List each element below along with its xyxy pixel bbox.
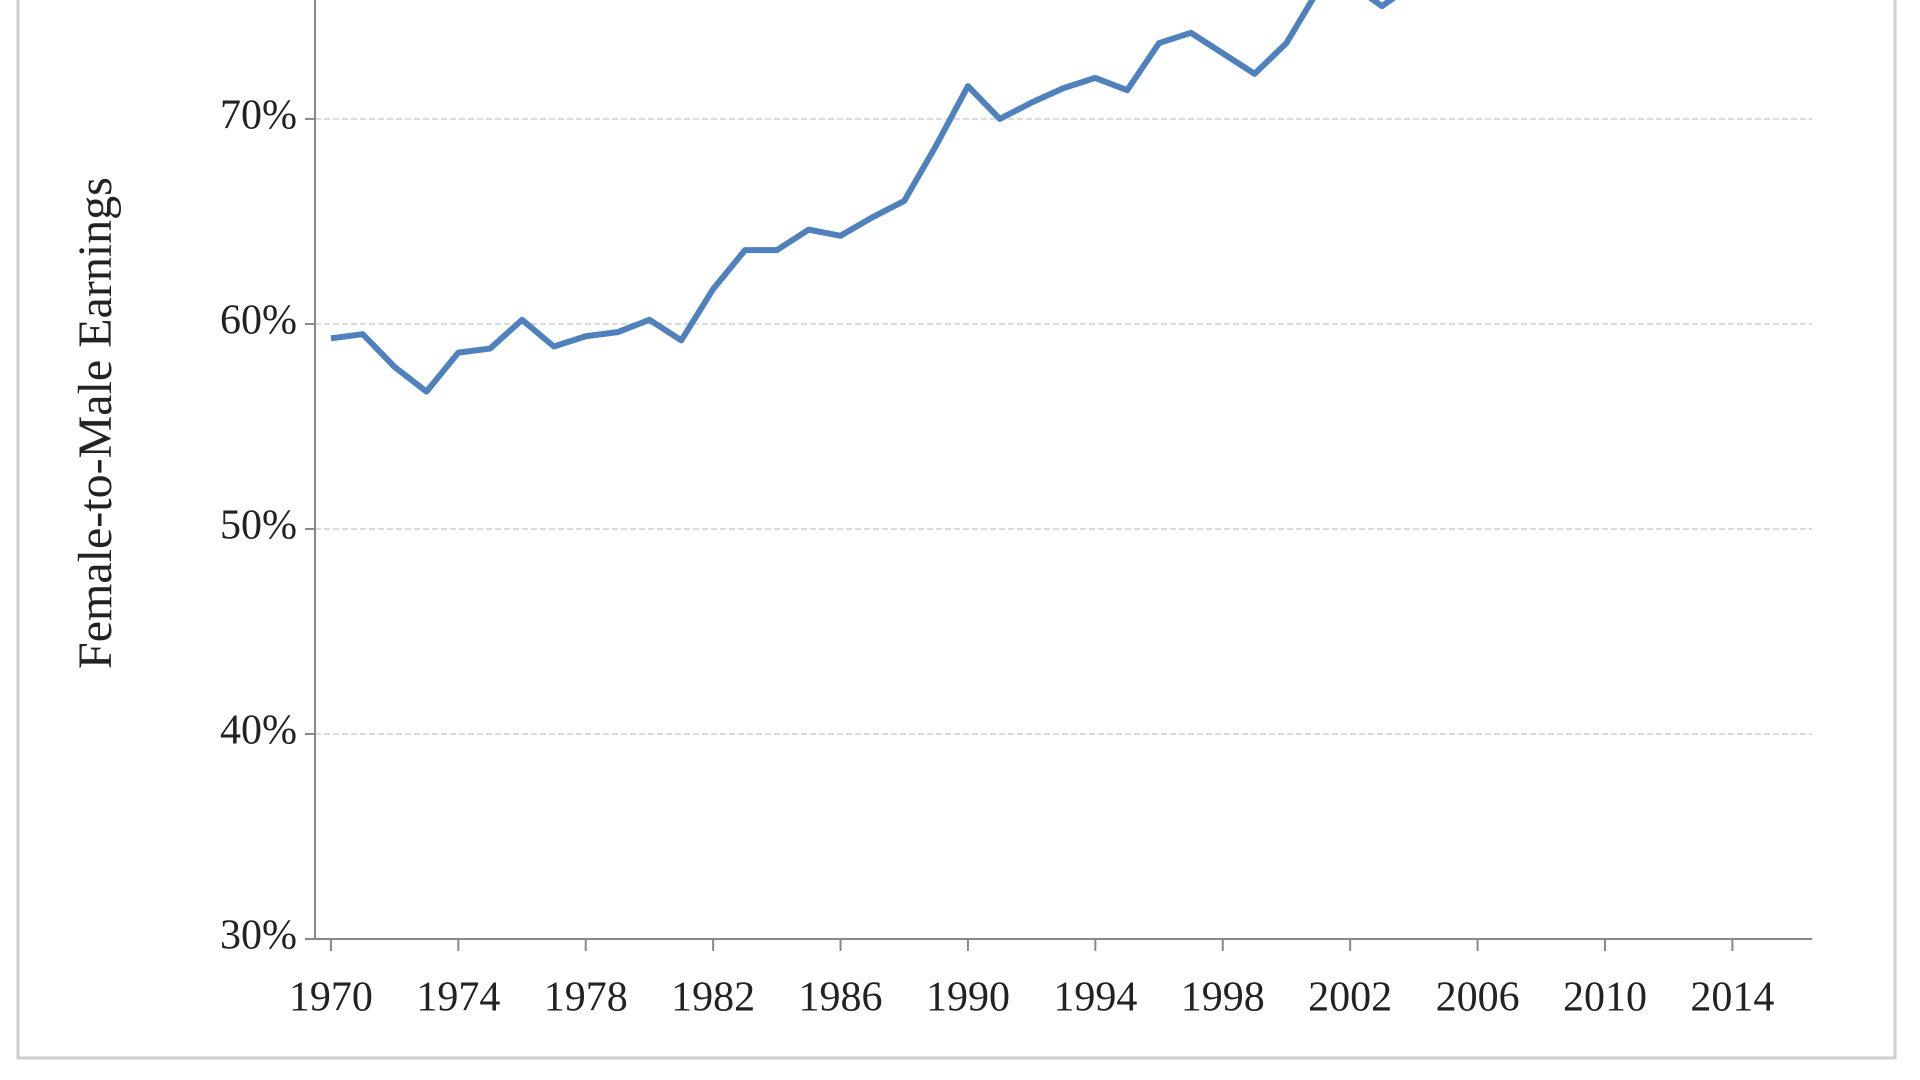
x-tick-label: 2010 bbox=[1563, 975, 1647, 1021]
y-tick-label: 30% bbox=[220, 913, 297, 959]
y-tick-label: 60% bbox=[220, 298, 297, 344]
x-tick-label: 1982 bbox=[671, 975, 755, 1021]
x-tick-label: 1986 bbox=[799, 975, 883, 1021]
y-tick-label: 50% bbox=[220, 503, 297, 549]
data-line bbox=[330, 0, 1396, 395]
x-tick-label: 1974 bbox=[416, 975, 500, 1021]
x-tick-label: 1978 bbox=[544, 975, 628, 1021]
chart-frame bbox=[16, 0, 1897, 1060]
y-tick-label: 40% bbox=[220, 708, 297, 754]
y-axis-title: Female-to-Male Earnings bbox=[69, 177, 122, 669]
x-tick-label: 1990 bbox=[926, 975, 1010, 1021]
y-tick-label: 70% bbox=[220, 93, 297, 139]
x-tick-label: 2006 bbox=[1436, 975, 1520, 1021]
x-tick-label: 2014 bbox=[1690, 975, 1774, 1021]
x-tick-label: 1998 bbox=[1181, 975, 1265, 1021]
x-tick-label: 2002 bbox=[1308, 975, 1392, 1021]
x-tick-label: 1970 bbox=[289, 975, 373, 1021]
x-tick-label: 1994 bbox=[1053, 975, 1137, 1021]
